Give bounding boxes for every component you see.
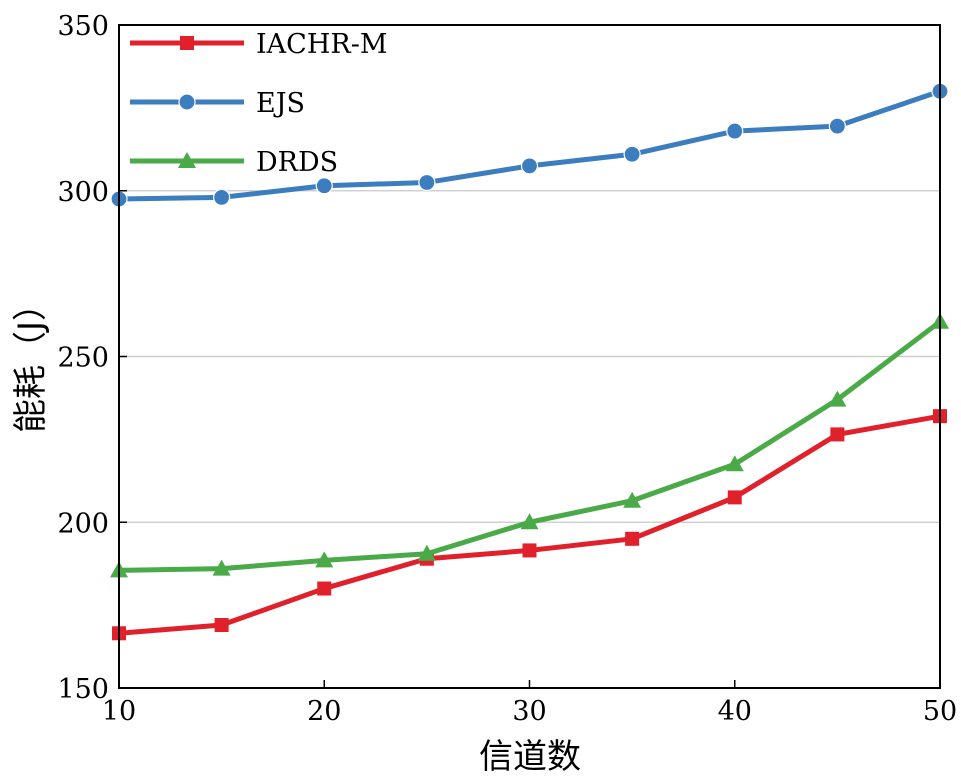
data-point <box>726 122 744 140</box>
y-tick-label: 300 <box>57 177 109 208</box>
data-point <box>520 513 539 530</box>
data-point <box>830 427 845 442</box>
x-tick-label: 10 <box>102 696 136 727</box>
data-point <box>315 177 333 195</box>
legend-swatch-marker <box>180 36 194 50</box>
x-tick-label: 30 <box>512 696 546 727</box>
data-point <box>623 145 641 163</box>
legend-item: IACHR-M <box>130 29 387 60</box>
legend-label: IACHR-M <box>256 29 387 60</box>
y-axis-title: 能耗（J） <box>11 287 51 433</box>
x-tick-label: 20 <box>307 696 341 727</box>
data-point <box>623 491 642 508</box>
data-point <box>213 188 231 206</box>
data-point <box>725 455 744 472</box>
data-point <box>727 490 742 505</box>
data-point <box>625 531 640 546</box>
series-layer <box>110 82 949 641</box>
data-point <box>418 173 436 192</box>
data-point <box>828 117 846 135</box>
data-point <box>214 618 229 633</box>
data-point <box>317 581 332 596</box>
x-tick-label: 50 <box>923 696 957 727</box>
series-line <box>118 88 941 202</box>
data-point <box>828 390 847 407</box>
legend-item: EJS <box>130 88 305 119</box>
y-tick-label: 350 <box>57 11 109 42</box>
legend-label: EJS <box>256 88 305 119</box>
data-point <box>417 544 436 561</box>
y-tick-label: 150 <box>57 674 109 705</box>
data-point <box>520 157 539 175</box>
legend-swatch-marker <box>178 93 196 111</box>
y-tick-label: 200 <box>57 508 109 539</box>
legend-swatch-marker <box>178 152 196 168</box>
data-point <box>522 543 537 558</box>
y-tick-label: 250 <box>57 343 109 374</box>
x-tick-label: 40 <box>718 696 752 727</box>
axis-ticks: 10 20 30 40 50 150 200 250 300 350 <box>57 11 957 727</box>
legend-label: DRDS <box>256 147 338 178</box>
x-axis-title: 信道数 <box>479 737 581 777</box>
legend-item: DRDS <box>130 147 338 178</box>
data-point <box>315 551 334 568</box>
grid-lines <box>119 190 940 523</box>
legend: IACHR-M EJS DRDS <box>130 29 387 178</box>
data-point <box>212 559 231 576</box>
